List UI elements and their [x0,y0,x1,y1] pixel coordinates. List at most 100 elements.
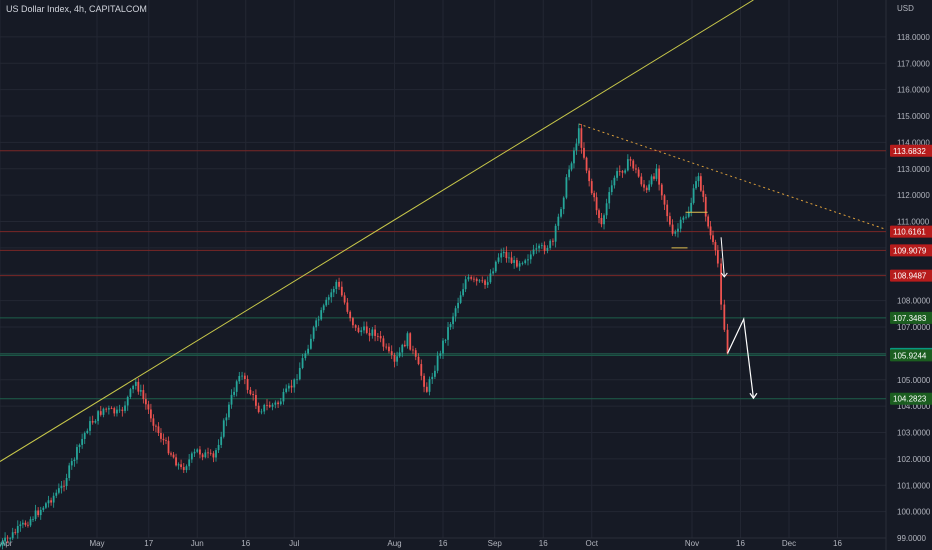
candle-body [70,461,73,466]
candle-body [73,459,76,462]
y-tick-label: 102.0000 [897,455,931,464]
candle-body [621,171,624,173]
candle-body [50,500,52,503]
candle-body [134,381,137,386]
candle-body [190,453,193,460]
candle-body [118,409,121,411]
candle-body [508,257,510,259]
x-tick-label: Dec [782,539,796,548]
candle-body [695,181,697,189]
candle-body [279,401,282,405]
candle-body [335,281,338,290]
candle-body [406,333,409,347]
candle-body [349,311,352,319]
candle-body [241,375,243,377]
candle-body [42,507,45,510]
candle-body [588,170,591,182]
candle-body [99,411,102,415]
candle-body [457,302,459,309]
y-tick-label: 111.0000 [897,218,930,227]
candle-body [540,245,543,247]
candle-body [144,399,147,405]
candle-body [199,449,201,455]
candle-body [352,318,354,326]
candle-body [497,257,500,262]
y-tick-label: 104.0000 [897,402,931,411]
candle-body [170,453,172,455]
x-tick-label: Apr [0,539,13,548]
y-tick-label: 118.0000 [897,33,930,42]
candle-body [699,176,702,191]
candle-body [658,168,661,185]
candle-body [217,444,220,451]
candle-body [209,452,212,454]
candle-body [475,278,478,282]
candle-body [371,329,374,336]
candle-body [332,289,335,293]
candle-body [304,353,307,359]
candle-body [29,519,32,526]
candle-body [150,409,152,419]
candle-body [702,190,705,197]
candle-body [201,454,204,458]
candle-body [277,402,279,405]
candle-body [600,217,603,225]
candle-body [502,251,505,254]
candle-body [196,449,199,452]
candle-body [235,381,238,392]
candle-body [570,163,573,170]
candle-body [252,393,255,395]
candle-body [233,391,236,395]
candle-body [343,295,346,303]
candle-body [147,404,150,410]
candle-body [510,257,513,263]
candle-body [650,176,653,185]
candle-body [420,364,423,376]
candle-body [157,426,160,434]
candle-body [368,332,371,336]
candle-body [76,447,78,460]
x-tick-label: May [89,539,104,548]
candle-body [532,249,535,255]
candle-body [325,299,328,306]
candle-body [434,370,436,377]
candle-body [538,245,540,249]
candle-body [204,452,207,458]
candle-body [529,254,532,260]
candle-body [360,330,363,333]
candle-body [637,169,640,177]
candle-body [709,226,712,236]
candle-body [568,169,571,178]
x-tick-label: Oct [586,539,599,548]
x-tick-label: 16 [833,539,842,548]
y-tick-label: 116.0000 [897,86,930,95]
candle-body [690,202,693,213]
candle-body [83,433,86,439]
ascending-trendline [0,0,754,462]
candle-body [481,280,484,282]
candle-body [626,159,629,171]
x-tick-label: 16 [736,539,745,548]
y-tick-label: 99.0000 [897,534,926,543]
candle-body [552,240,554,242]
candle-body [338,281,340,287]
projection-path [727,316,755,399]
candle-body [723,304,726,330]
candle-body [129,389,132,397]
candle-body [436,355,439,371]
candle-body [139,390,142,392]
candle-body [155,425,157,427]
small-arrow-head [720,272,728,278]
candle-body [376,335,379,337]
level-price-tag [890,392,932,405]
candle-body [6,537,9,539]
candle-body [65,477,68,487]
candle-body [396,356,398,362]
candle-body [180,464,182,468]
candle-body [215,450,217,458]
candle-body [110,408,113,409]
candle-body [518,263,521,267]
y-tick-label: 107.0000 [897,323,931,332]
